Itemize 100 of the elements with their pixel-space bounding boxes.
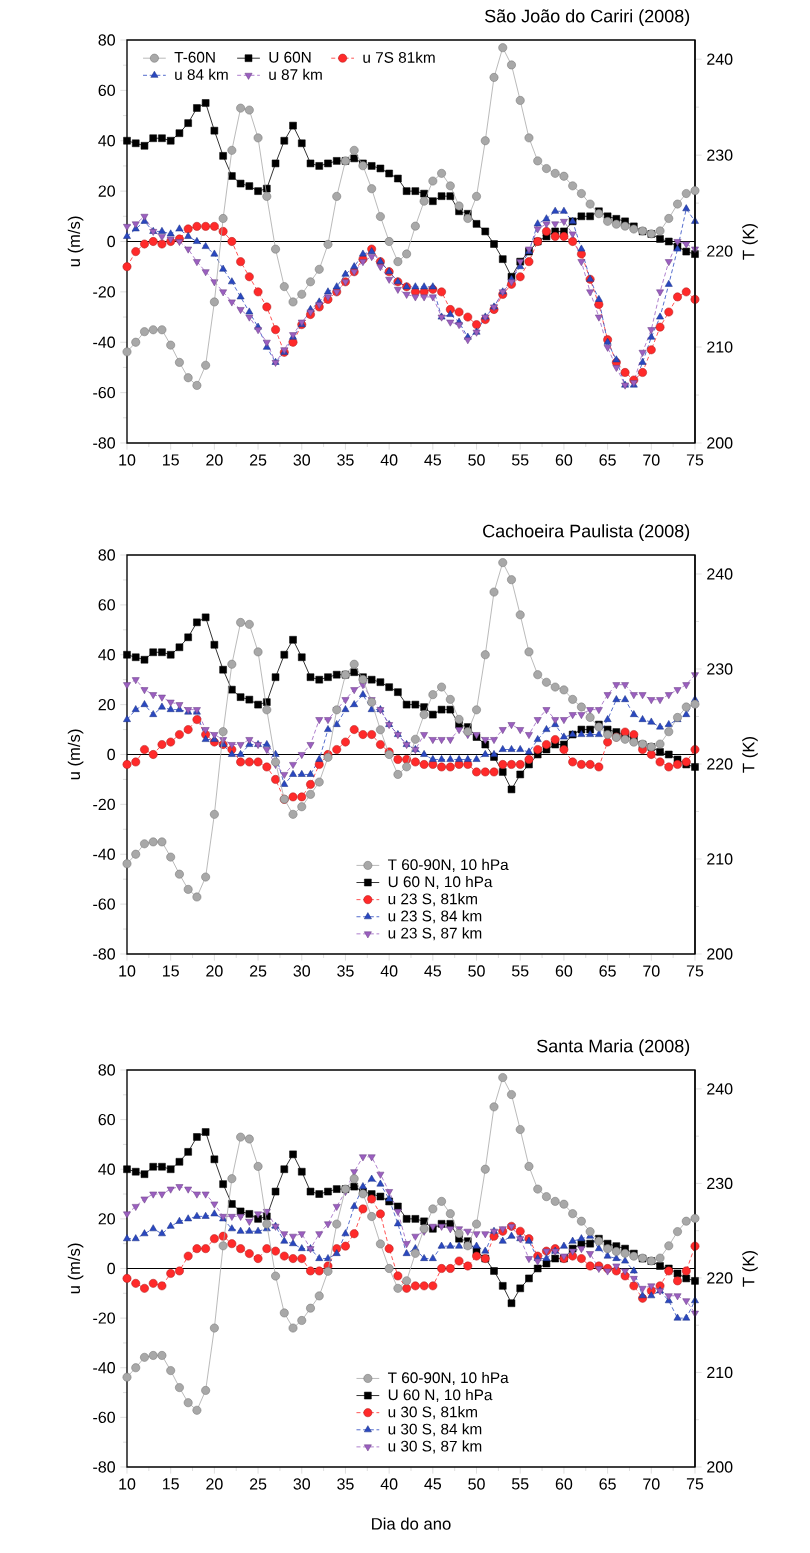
y2-tick-label: 230 [707,663,733,675]
legend-label: u 23 S, 81km [388,893,477,907]
y-tick-label: 60 [98,599,115,611]
x-tick-label: 75 [686,965,704,977]
x-tick-label: 45 [424,454,442,466]
legend-label: u 30 S, 87 km [388,1440,482,1454]
legend-label: T 60-90N, 10 hPa [387,858,509,872]
y2-tick-label: 240 [707,568,733,580]
x-tick-label: 60 [555,454,573,466]
y2-axis-title: T (K) [742,737,758,773]
y-tick-label: 0 [107,748,115,761]
y-tick-label: 20 [98,185,115,197]
x-tick-label: 15 [163,965,179,977]
y-tick-label: -60 [93,898,115,910]
x-tick-label: 40 [380,454,398,466]
x-tick-label: 30 [293,454,311,466]
legend-label: u 30 S, 81km [388,1406,477,1420]
y2-tick-label: 210 [707,1366,733,1379]
y-tick-label: 80 [98,549,115,561]
y2-tick-label: 220 [707,1272,733,1284]
y-axis-title: u (m/s) [67,1243,84,1294]
x-tick-label: 10 [119,1478,136,1490]
y-tick-label: 20 [98,698,115,711]
y-tick-label: -80 [93,1461,115,1473]
y-tick-label: 0 [107,235,115,248]
y2-tick-label: 240 [707,1083,733,1095]
x-tick-label: 10 [119,454,136,466]
chart-title: Santa Maria (2008) [537,1039,690,1056]
x-tick-label: 55 [511,965,529,977]
x-tick-label: 25 [249,454,267,466]
y-tick-label: 60 [98,1113,115,1126]
chart-title: Cachoeira Paulista (2008) [483,524,690,541]
x-tick-label: 20 [206,1478,223,1490]
x-tick-label: 35 [337,965,354,977]
y-tick-label: 60 [98,84,115,97]
legend-label: U 60 N, 10 hPa [388,875,493,890]
y-axis-title: u (m/s) [67,729,84,780]
x-tick-label: 30 [293,1478,311,1490]
legend-label: u 23 S, 87 km [388,927,482,941]
y-tick-label: -40 [93,336,115,348]
y2-tick-label: 210 [707,341,733,353]
x-tick-label: 30 [293,965,311,977]
x-tick-label: 60 [555,965,573,977]
x-tick-label: 15 [163,454,179,466]
x-tick-label: 50 [468,1478,485,1490]
x-tick-label: 50 [468,965,485,977]
y-tick-label: -60 [93,1411,115,1424]
x-tick-label: 10 [119,965,136,977]
y2-tick-label: 210 [707,853,733,865]
legend-label: T 60-90N, 10 hPa [387,1371,509,1385]
y-tick-label: -80 [93,437,115,449]
y-tick-label: -20 [93,1312,115,1324]
x-tick-label: 40 [380,1478,398,1490]
legend-label: u 23 S, 84 km [388,910,482,924]
y-tick-label: 80 [98,1064,115,1076]
x-tick-label: 55 [511,454,529,466]
legend-label: U 60N [269,51,311,63]
y-tick-label: -80 [93,948,115,960]
y-tick-label: -20 [93,286,115,298]
y2-tick-label: 220 [707,758,733,770]
y2-tick-label: 240 [707,53,733,65]
x-axis-title: Dia do ano [372,1517,451,1530]
x-tick-label: 20 [206,454,223,466]
legend-label: u 87 km [269,68,322,81]
y2-tick-label: 200 [707,437,733,449]
x-tick-label: 65 [599,1478,616,1490]
y-tick-label: 40 [98,1163,115,1175]
x-tick-label: 65 [599,965,616,977]
x-tick-label: 15 [163,1478,179,1490]
x-tick-label: 35 [337,1478,354,1490]
y-tick-label: 20 [98,1213,115,1225]
x-tick-label: 70 [643,1478,660,1490]
legend-label: u 84 km [175,68,228,81]
x-tick-label: 45 [424,965,442,977]
y-tick-label: 80 [98,34,115,46]
y2-tick-label: 230 [707,149,733,161]
y-tick-label: 40 [98,135,115,147]
y-tick-label: -20 [93,798,115,811]
x-tick-label: 75 [686,1478,704,1490]
legend-label: u 30 S, 84 km [388,1423,482,1437]
chart-title: São João do Cariri (2008) [484,9,690,26]
y-tick-label: 40 [98,649,115,661]
y2-axis-title: T (K) [742,1251,758,1287]
y-tick-label: -60 [93,386,115,399]
x-tick-label: 75 [686,454,704,466]
x-tick-label: 70 [643,965,660,977]
legend-label: U 60 N, 10 hPa [388,1389,493,1403]
x-tick-label: 60 [555,1478,573,1490]
y-tick-label: 0 [107,1262,115,1275]
x-tick-label: 65 [599,454,616,466]
y2-axis-title: T (K) [742,224,758,260]
y2-tick-label: 200 [707,948,733,960]
legend-label: T-60N [174,51,215,63]
y-tick-label: -40 [93,848,115,860]
y2-tick-label: 200 [707,1461,733,1473]
x-tick-label: 55 [511,1478,529,1490]
x-tick-label: 70 [643,454,660,466]
x-tick-label: 25 [249,965,267,977]
y-tick-label: -40 [93,1362,115,1374]
y2-tick-label: 230 [707,1177,733,1190]
